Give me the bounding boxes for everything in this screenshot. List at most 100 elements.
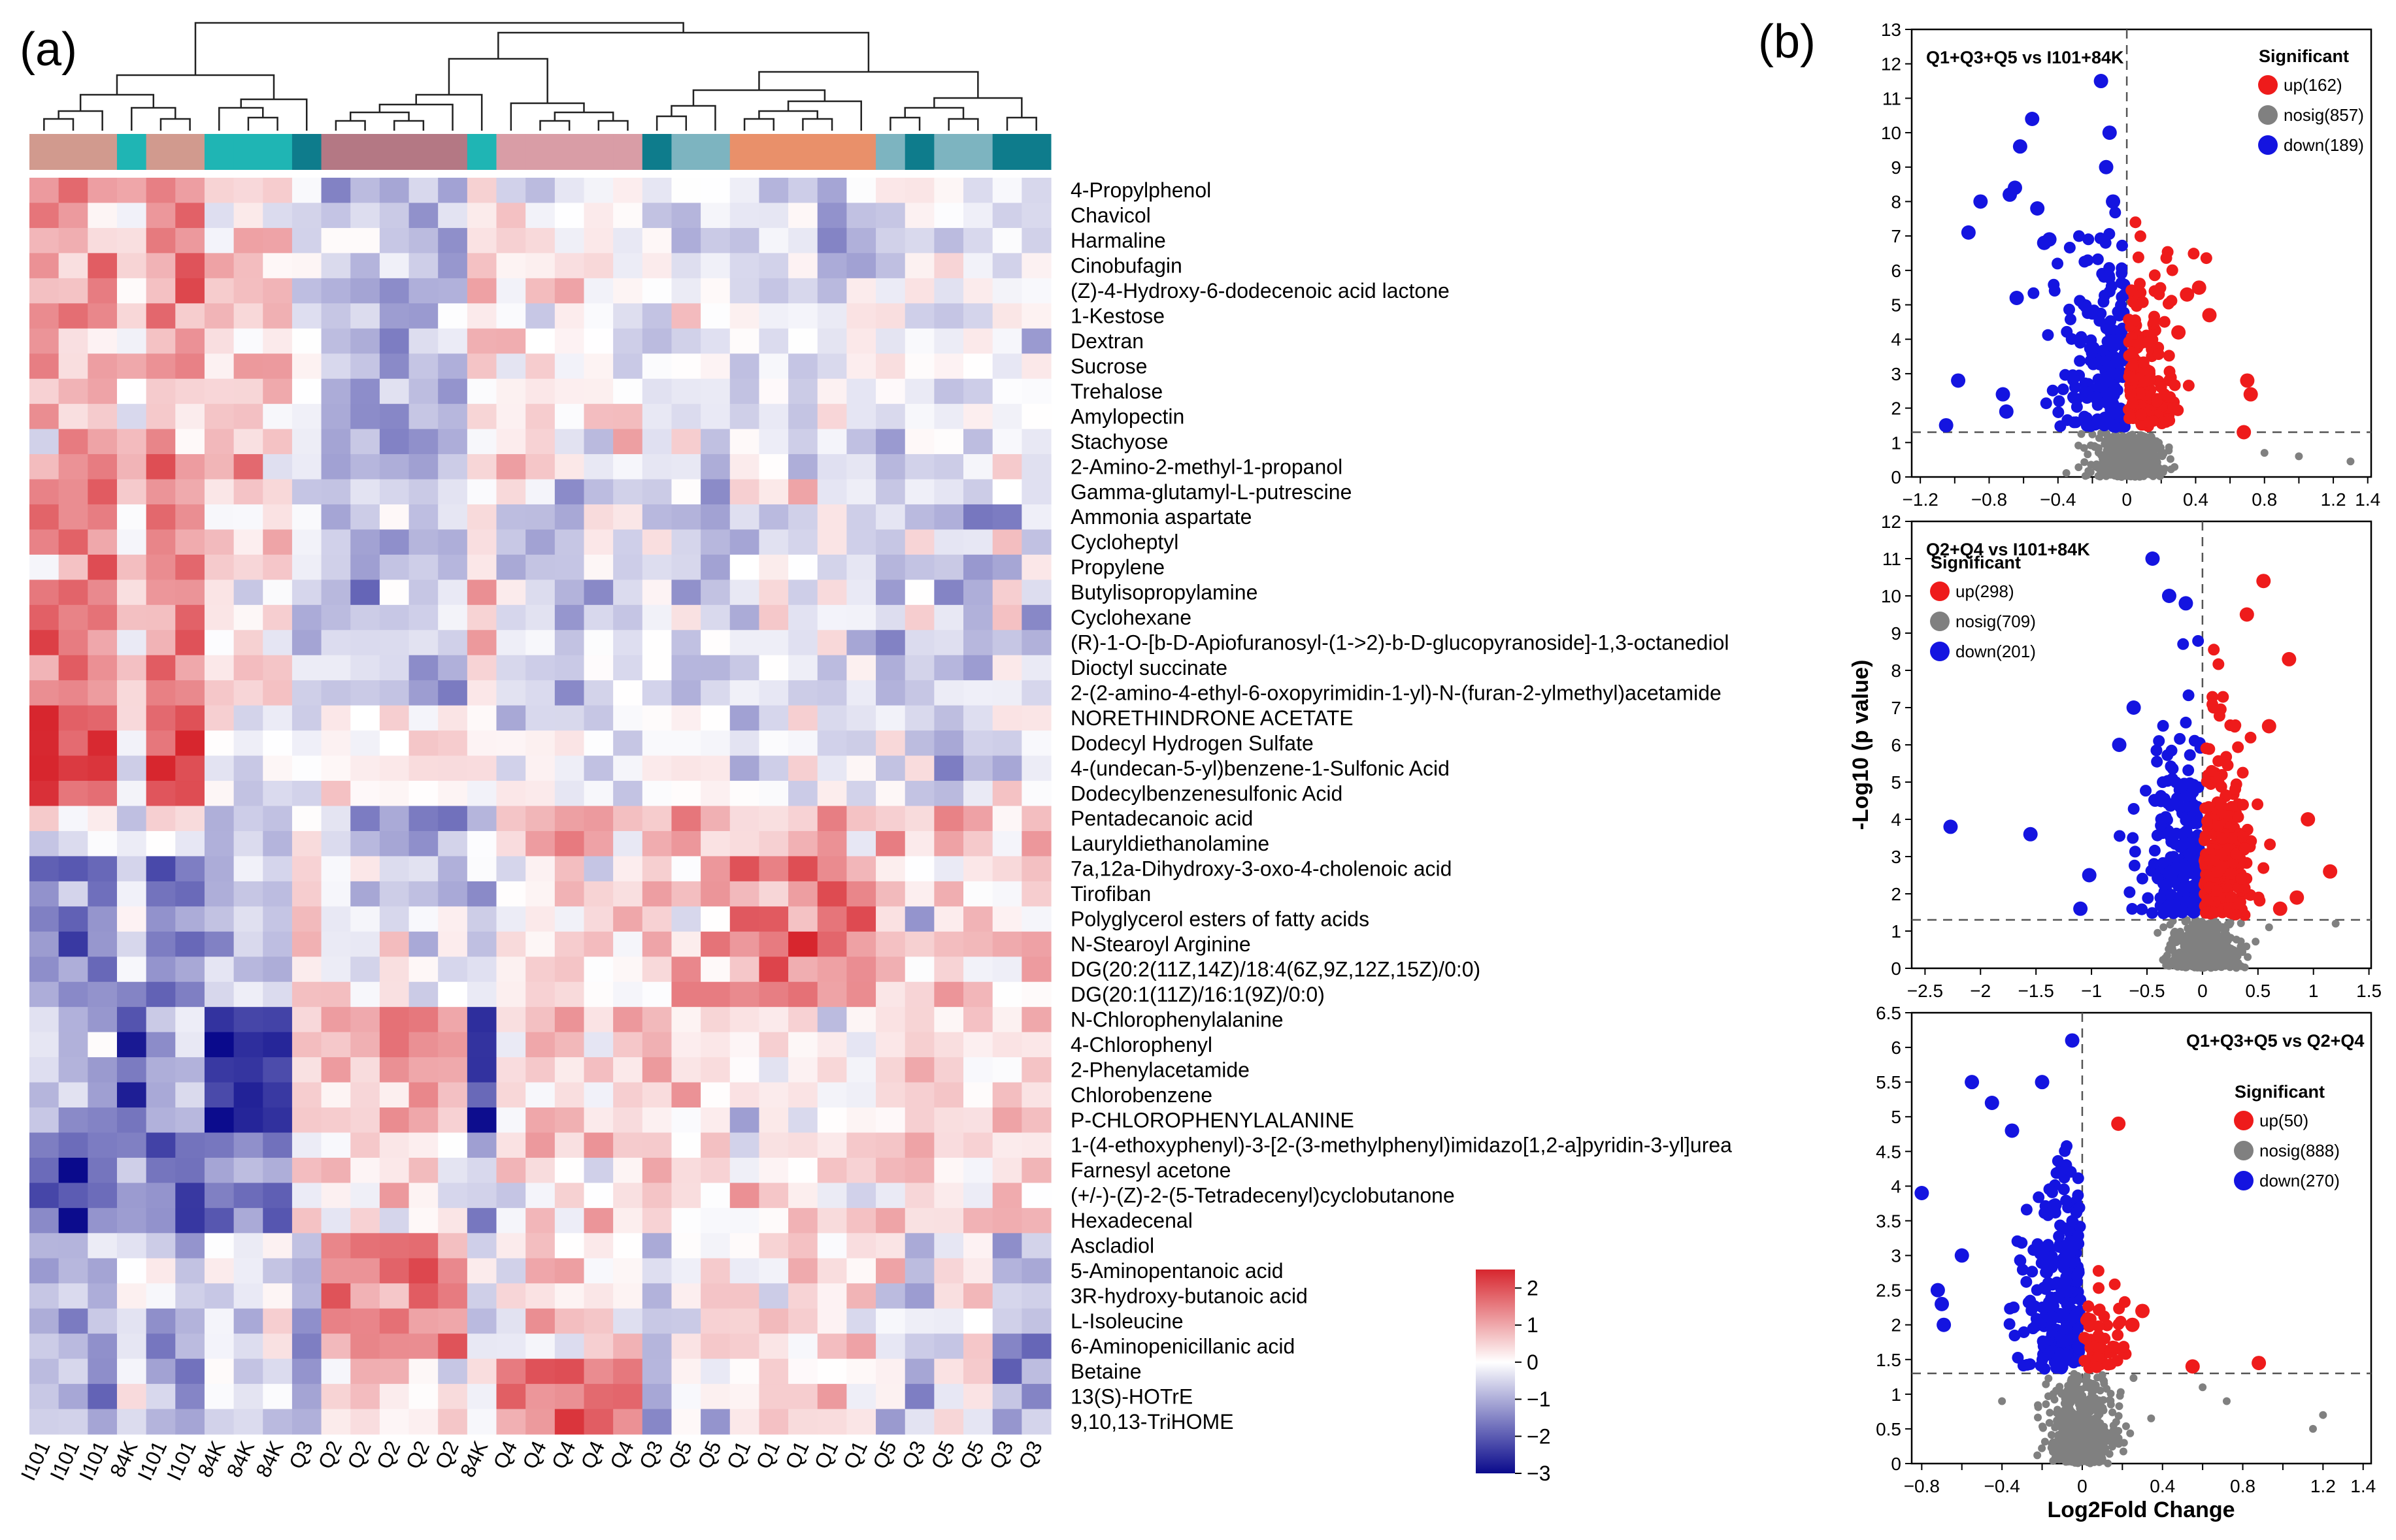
- heatmap-cell: [613, 1283, 643, 1309]
- nosig-point: [2192, 962, 2201, 970]
- heatmap-cell: [496, 881, 526, 907]
- heatmap-cell: [613, 378, 643, 404]
- down-point: [1951, 373, 1966, 388]
- heatmap-cell: [321, 1258, 351, 1284]
- heatmap-cell: [934, 1384, 964, 1410]
- heatmap-cell: [146, 680, 176, 706]
- heatmap-cell: [817, 830, 847, 857]
- down-point: [2128, 859, 2140, 872]
- heatmap-cell: [146, 1283, 176, 1309]
- heatmap-cell: [496, 931, 526, 957]
- heatmap-cell: [350, 957, 380, 983]
- up-point: [2289, 890, 2304, 905]
- heatmap-cell: [584, 1107, 614, 1134]
- heatmap-cell: [467, 429, 497, 455]
- heatmap-cell: [467, 806, 497, 832]
- heatmap-cell: [963, 580, 993, 606]
- heatmap-cell: [1022, 178, 1052, 204]
- heatmap-cell: [496, 1032, 526, 1058]
- down-point: [2148, 844, 2161, 857]
- nosig-point: [2077, 1436, 2086, 1445]
- heatmap-cell: [29, 1082, 59, 1108]
- heatmap-cell: [525, 957, 556, 983]
- heatmap-cell: [642, 781, 673, 807]
- heatmap-cell: [642, 680, 673, 706]
- heatmap-cell: [992, 328, 1022, 354]
- heatmap-cell: [1022, 705, 1052, 731]
- down-point: [2031, 1238, 2044, 1251]
- heatmap-cell: [467, 755, 497, 781]
- heatmap-cell: [788, 1132, 818, 1158]
- heatmap-cell: [642, 1107, 673, 1134]
- colorbar-tick-label: 2: [1527, 1276, 1539, 1300]
- down-point: [2180, 814, 2192, 827]
- heatmap-cell: [642, 1132, 673, 1158]
- heatmap-cell: [876, 781, 906, 807]
- heatmap-cell: [350, 253, 380, 279]
- heatmap-cell: [263, 1334, 293, 1360]
- heatmap-cell: [204, 454, 235, 480]
- row-label: Chavicol: [1071, 204, 1151, 227]
- heatmap-cell: [934, 981, 964, 1008]
- heatmap-cell: [876, 1409, 906, 1435]
- nosig-point: [2070, 1369, 2078, 1378]
- heatmap-cell: [1022, 806, 1052, 832]
- up-point: [2158, 388, 2171, 401]
- heatmap-cell: [992, 1107, 1022, 1134]
- nosig-point: [2103, 431, 2112, 440]
- heatmap-cell: [963, 604, 993, 631]
- heatmap-cell: [876, 680, 906, 706]
- heatmap-cell: [642, 1032, 673, 1058]
- heatmap-cell: [175, 1283, 205, 1309]
- heatmap-cell: [438, 1233, 468, 1259]
- nosig-point: [2086, 1420, 2095, 1428]
- heatmap-cell: [671, 178, 701, 204]
- heatmap-cell: [876, 981, 906, 1008]
- heatmap-cell: [438, 1207, 468, 1234]
- heatmap-cell: [613, 705, 643, 731]
- row-label: 6-Aminopenicillanic acid: [1071, 1334, 1295, 1358]
- down-point: [2053, 1230, 2065, 1243]
- heatmap-cell: [876, 1057, 906, 1083]
- heatmap-cell: [584, 353, 614, 380]
- heatmap-cell: [525, 806, 556, 832]
- dendrogram-link: [378, 103, 454, 131]
- heatmap-cell: [58, 504, 88, 531]
- nosig-point: [2101, 437, 2110, 446]
- heatmap-cell: [729, 378, 760, 404]
- down-point: [2057, 383, 2069, 395]
- heatmap-cell: [876, 1007, 906, 1033]
- down-point: [2154, 892, 2167, 904]
- nosig-point: [2072, 1395, 2081, 1403]
- heatmap-cell: [291, 680, 322, 706]
- heatmap-cell: [88, 1007, 118, 1033]
- nosig-point: [2034, 1401, 2042, 1409]
- heatmap-cell: [146, 806, 176, 832]
- heatmap-cell: [29, 1157, 59, 1183]
- heatmap-cell: [554, 1132, 585, 1158]
- up-point: [2090, 1361, 2103, 1373]
- group-cell: [846, 134, 876, 170]
- heatmap-cell: [671, 378, 701, 404]
- heatmap-cell: [584, 178, 614, 204]
- up-point: [2301, 812, 2316, 827]
- heatmap-cell: [58, 278, 88, 304]
- heatmap-cell: [846, 981, 876, 1008]
- heatmap-cell: [613, 1107, 643, 1134]
- heatmap-cell: [321, 1358, 351, 1384]
- heatmap-cell: [116, 328, 147, 354]
- nosig-point: [2177, 958, 2186, 967]
- heatmap-cell: [788, 1157, 818, 1183]
- heatmap-cell: [408, 203, 439, 229]
- x-tick-label: 1.4: [2350, 1476, 2376, 1496]
- heatmap-cell: [291, 1057, 322, 1083]
- nosig-point: [2222, 1397, 2231, 1405]
- heatmap-cell: [291, 655, 322, 681]
- heatmap-cell: [905, 378, 935, 404]
- heatmap-cell: [263, 680, 293, 706]
- heatmap-cell: [467, 328, 497, 354]
- heatmap-cell: [905, 1358, 935, 1384]
- heatmap-cell: [291, 1183, 322, 1209]
- row-label: Dodecylbenzenesulfonic Acid: [1071, 781, 1342, 805]
- heatmap-cell: [642, 479, 673, 505]
